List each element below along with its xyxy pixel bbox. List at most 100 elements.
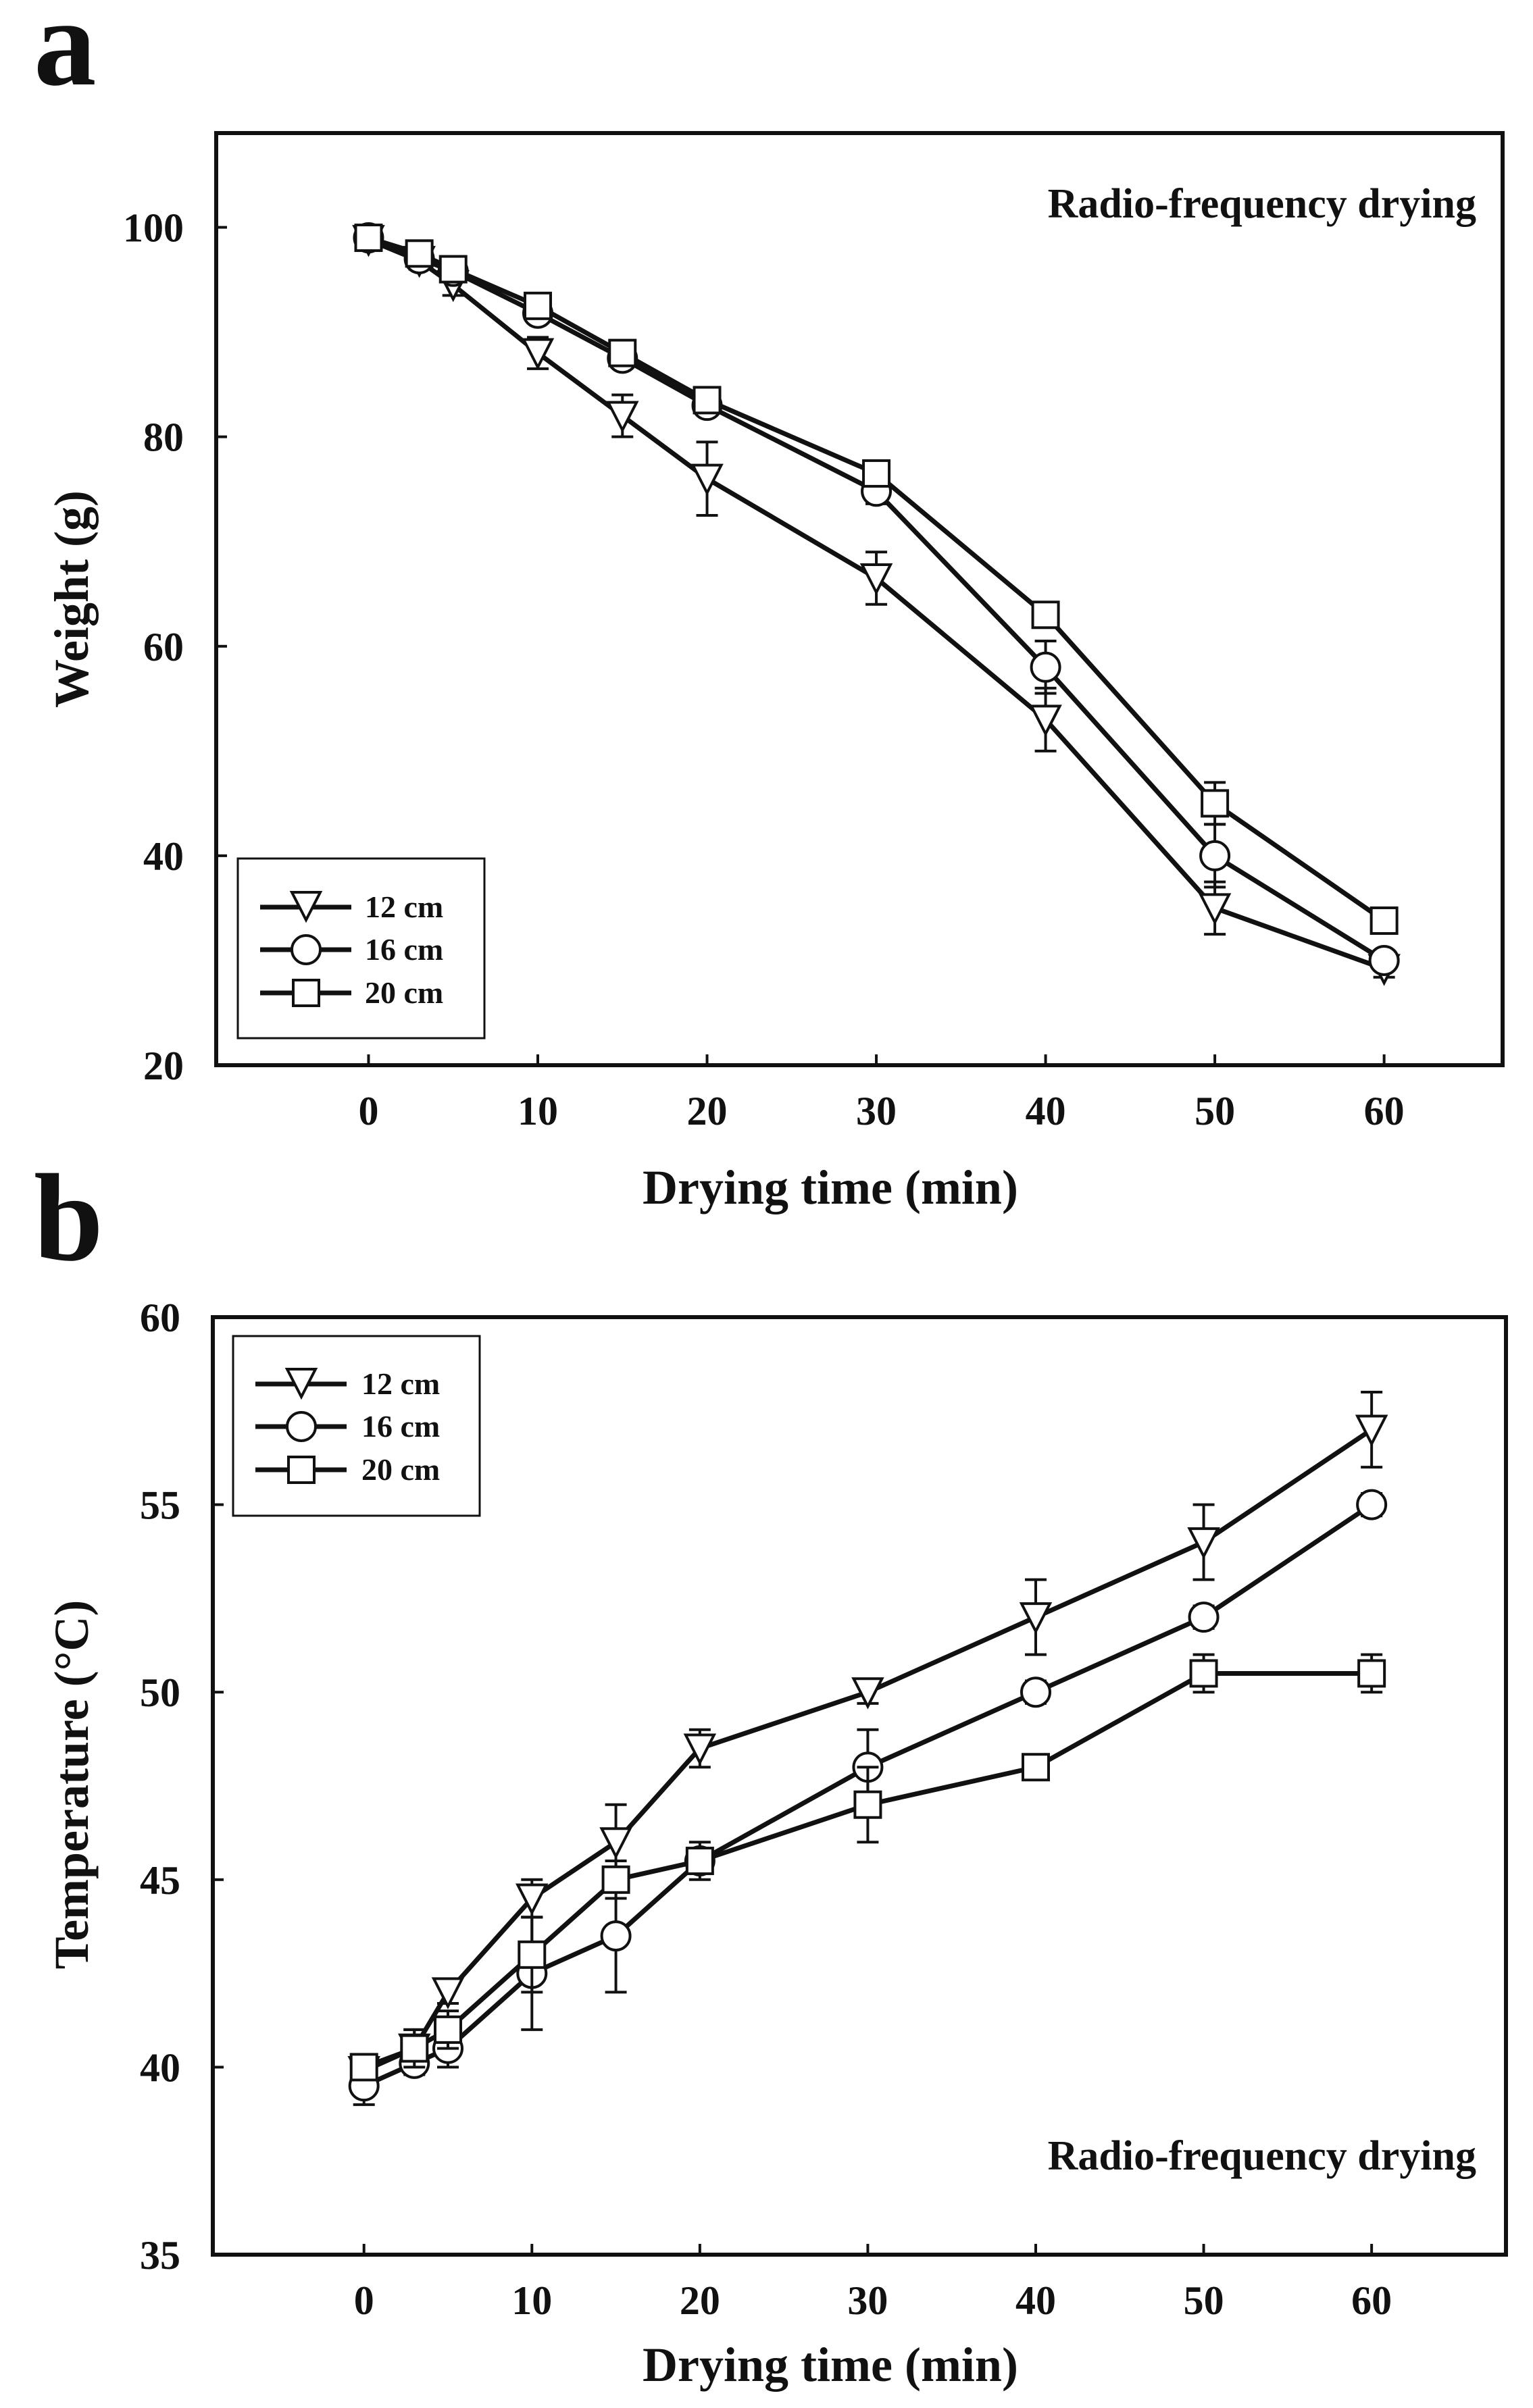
square-marker [608, 338, 637, 367]
plot-frame [211, 1315, 1508, 2257]
circle-marker [1199, 840, 1231, 871]
square-marker [853, 1790, 882, 1819]
series-line [363, 1670, 1372, 2070]
legend-entry-16cm: 16 cm [255, 1409, 440, 1443]
x-tick-label: 40 [1015, 2278, 1056, 2323]
square-marker [862, 459, 891, 488]
y-axis-title: Temperature (°C) [45, 1600, 99, 1970]
legend-entries: 12 cm 16 cm 20 cm [260, 890, 443, 1010]
square-marker [524, 291, 552, 320]
chart-annotation: Radio-frequency drying [1048, 181, 1476, 227]
panel-b-temperature-chart: b 0 10 20 30 40 50 60 35 40 45 50 55 60 Radio-frequ… [34, 1149, 1508, 2392]
legend-entry-12cm: 12 cm [260, 890, 443, 924]
panel-a-weight-chart: a 0 10 20 30 40 50 60 20 40 60 80 100 Radio-freque… [34, 0, 1505, 1214]
series-line [368, 237, 1385, 971]
triangle-down-marker [1198, 893, 1232, 925]
circle-marker [1020, 1676, 1051, 1708]
y-tick-label: 45 [140, 1858, 180, 1903]
panel-letter: a [34, 0, 97, 112]
circle-marker [600, 1920, 632, 1952]
x-tick-label: 10 [518, 1089, 558, 1133]
square-marker [601, 1865, 630, 1894]
triangle-down-marker [1187, 1527, 1220, 1560]
x-tick-label: 0 [358, 1089, 378, 1133]
triangle-down-marker [1019, 1602, 1053, 1635]
y-axis-ticks: 35 40 45 50 55 60 [140, 1296, 224, 2278]
series-line [363, 1502, 1374, 2089]
triangle-down-marker [289, 891, 323, 923]
square-marker [1031, 600, 1060, 630]
triangle-down-marker [1029, 705, 1062, 737]
square-marker [405, 239, 434, 268]
x-tick-label: 30 [856, 1089, 897, 1133]
legend-entry-20cm: 20 cm [255, 1452, 440, 1487]
triangle-down-marker [859, 563, 893, 596]
square-marker [292, 979, 320, 1007]
square-marker [354, 224, 383, 253]
circle-marker [1368, 944, 1400, 976]
square-marker [287, 1456, 316, 1484]
legend-entries: 12 cm 16 cm 20 cm [255, 1366, 440, 1487]
data-marks [352, 222, 1401, 986]
x-tick-label: 20 [687, 1089, 728, 1133]
legend-entry-12cm: 12 cm [255, 1366, 440, 1401]
series-20cm [354, 224, 1399, 936]
triangle-down-marker [851, 1677, 884, 1710]
square-marker [518, 1940, 547, 1969]
square-marker [400, 2034, 429, 2063]
square-marker [1357, 1659, 1386, 1688]
x-axis-title: Drying time (min) [643, 2338, 1018, 2392]
y-tick-label: 40 [140, 2045, 180, 2090]
data-marks [347, 1391, 1388, 2106]
y-tick-label: 35 [140, 2233, 180, 2278]
square-marker [1022, 1753, 1050, 1782]
circle-marker [1188, 1602, 1220, 1633]
y-tick-label: 60 [140, 1296, 180, 1340]
square-marker [434, 2015, 462, 2044]
legend-entry-20cm: 20 cm [260, 975, 443, 1010]
square-marker [693, 386, 722, 415]
y-tick-label: 40 [143, 834, 184, 879]
y-tick-label: 55 [140, 1483, 180, 1528]
x-tick-label: 30 [847, 2278, 888, 2323]
y-tick-label: 60 [143, 625, 184, 669]
y-tick-label: 100 [123, 206, 184, 251]
x-tick-label: 60 [1351, 2278, 1392, 2323]
x-axis-title: Drying time (min) [643, 1160, 1018, 1214]
legend-label: 12 cm [365, 890, 443, 924]
square-marker [685, 1847, 714, 1876]
y-axis-ticks: 20 40 60 80 100 [123, 206, 227, 1088]
x-axis-ticks: 0 10 20 30 40 50 60 [354, 2244, 1392, 2323]
x-tick-label: 10 [511, 2278, 552, 2323]
triangle-down-marker [1355, 1414, 1388, 1447]
triangle-down-marker [521, 338, 555, 371]
panel-letter: b [34, 1149, 103, 1287]
triangle-down-marker [690, 463, 724, 496]
circle-marker [1030, 651, 1061, 683]
square-marker [1369, 906, 1399, 936]
legend-label: 16 cm [365, 932, 443, 967]
x-tick-label: 20 [680, 2278, 720, 2323]
plot-frame [214, 131, 1505, 1067]
square-marker [438, 255, 468, 284]
series-line [368, 235, 1386, 963]
legend-label: 20 cm [361, 1452, 440, 1487]
triangle-down-marker [605, 401, 639, 434]
legend-label: 12 cm [361, 1366, 440, 1401]
y-tick-label: 50 [140, 1670, 180, 1715]
triangle-down-marker [516, 1883, 549, 1916]
square-marker [349, 2053, 378, 2082]
series-20cm [349, 1653, 1386, 2082]
circle-marker [1356, 1489, 1388, 1520]
y-axis-title: Weight (g) [45, 490, 99, 708]
legend-label: 20 cm [365, 975, 443, 1010]
x-tick-label: 60 [1364, 1089, 1405, 1133]
x-tick-label: 50 [1195, 1089, 1235, 1133]
triangle-down-marker [284, 1368, 318, 1400]
legend: 12 cm 16 cm 20 cm [236, 857, 486, 1040]
triangle-down-marker [683, 1733, 717, 1766]
circle-marker [286, 1411, 317, 1442]
series-line [363, 1427, 1374, 2074]
